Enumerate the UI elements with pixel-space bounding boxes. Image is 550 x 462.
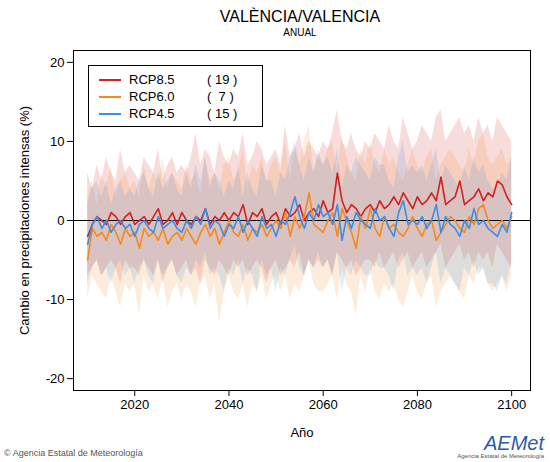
svg-text:Cambio en precipitaciones inte: Cambio en precipitaciones intensas (%): [17, 106, 32, 335]
html-text:AEMet: AEMet: [484, 432, 544, 454]
svg-text:Año: Año: [290, 425, 313, 440]
svg-text:20: 20: [50, 55, 64, 70]
svg-text:2020: 2020: [120, 397, 149, 412]
svg-text:2100: 2100: [497, 397, 526, 412]
svg-text:0: 0: [57, 213, 64, 228]
html-text:ANUAL: ANUAL: [283, 27, 317, 38]
html-text:RCP6.0: RCP6.0: [129, 89, 175, 104]
html-text:( 15 ): ( 15 ): [207, 106, 238, 121]
html-text:( 7 ): ( 7 ): [207, 89, 234, 104]
svg-text:10: 10: [50, 134, 64, 149]
html-text:RCP4.5: RCP4.5: [129, 106, 175, 121]
svg-text:-10: -10: [46, 292, 65, 307]
svg-text:2060: 2060: [309, 397, 338, 412]
html-text:Agencia Estatal de Meteorologí: Agencia Estatal de Meteorología: [457, 453, 544, 459]
svg-text:2040: 2040: [215, 397, 244, 412]
html-text:( 19 ): ( 19 ): [207, 72, 238, 87]
svg-text:2080: 2080: [403, 397, 432, 412]
html-text:VALÈNCIA/VALENCIA: VALÈNCIA/VALENCIA: [219, 8, 381, 25]
html-text:RCP8.5: RCP8.5: [129, 72, 175, 87]
html-text:© Agencia Estatal de Meteorolo: © Agencia Estatal de Meteorología: [4, 448, 143, 458]
svg-text:-20: -20: [46, 371, 65, 386]
